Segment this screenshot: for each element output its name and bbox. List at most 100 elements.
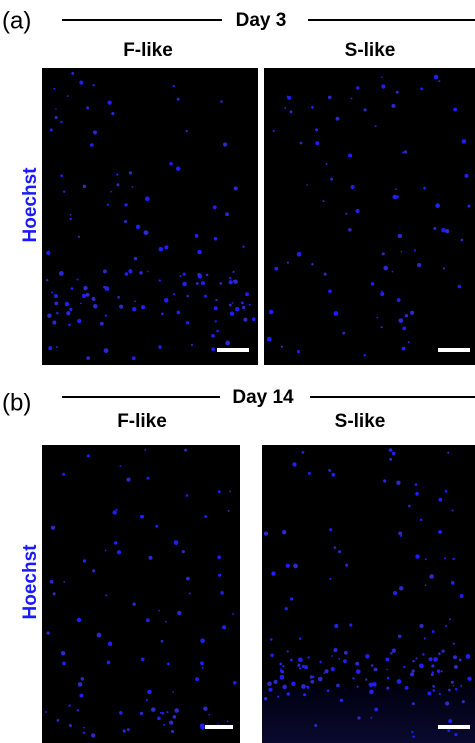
- nucleus: [420, 88, 423, 91]
- nucleus: [77, 709, 79, 711]
- nucleus: [177, 611, 181, 615]
- nucleus: [79, 694, 83, 698]
- nucleus: [119, 305, 123, 309]
- nucleus: [270, 638, 273, 641]
- nucleus: [412, 669, 415, 672]
- nucleus: [71, 287, 74, 290]
- nucleus: [50, 580, 54, 584]
- nucleus: [77, 319, 81, 323]
- nucleus: [220, 591, 224, 595]
- scale-bar: [438, 348, 470, 352]
- nucleus: [110, 191, 112, 193]
- nucleus: [159, 247, 164, 252]
- nucleus: [404, 150, 407, 153]
- nucleus: [385, 657, 389, 661]
- nucleus: [398, 234, 402, 238]
- nucleus: [186, 130, 188, 132]
- nucleus: [117, 550, 121, 554]
- nucleus: [375, 125, 377, 127]
- nucleus: [93, 130, 97, 134]
- nucleus: [169, 721, 173, 725]
- nucleus: [398, 635, 402, 639]
- nucleus: [51, 526, 55, 530]
- nucleus: [269, 310, 274, 315]
- nucleus: [293, 564, 298, 569]
- nucleus: [83, 559, 86, 562]
- nucleus: [83, 286, 88, 291]
- nucleus: [227, 720, 229, 722]
- nucleus: [412, 702, 415, 705]
- nucleus: [116, 509, 118, 511]
- nucleus: [318, 677, 323, 682]
- nucleus: [140, 515, 144, 519]
- nucleus: [460, 685, 462, 687]
- nucleus: [214, 237, 218, 241]
- nucleus: [86, 106, 89, 109]
- nucleus: [324, 273, 327, 276]
- nucleus: [387, 677, 390, 680]
- nucleus: [55, 108, 57, 110]
- nucleus: [369, 683, 373, 687]
- nucleus: [311, 106, 314, 109]
- nucleus: [325, 669, 329, 673]
- nucleus: [345, 564, 348, 567]
- nucleus: [448, 689, 451, 692]
- nucleus: [83, 727, 85, 729]
- nucleus: [390, 652, 392, 654]
- nucleus: [63, 190, 65, 192]
- nucleus: [449, 618, 451, 620]
- nucleus: [444, 557, 446, 559]
- nucleus: [280, 675, 285, 680]
- nucleus: [356, 686, 358, 688]
- nucleus: [132, 356, 136, 360]
- nucleus: [328, 96, 332, 100]
- nucleus: [371, 282, 375, 286]
- nucleus: [348, 153, 352, 157]
- nucleus: [54, 301, 58, 305]
- nucleus: [215, 299, 217, 301]
- nucleus: [108, 642, 112, 646]
- nucleus: [298, 657, 303, 662]
- nucleus: [230, 311, 234, 315]
- nucleus: [357, 716, 360, 719]
- nucleus: [292, 462, 296, 466]
- nucleus: [402, 151, 404, 153]
- nucleus: [136, 225, 140, 229]
- nucleus: [92, 569, 95, 572]
- nucleus: [383, 266, 388, 271]
- nucleus: [315, 141, 319, 145]
- nucleus: [323, 672, 325, 674]
- nucleus: [46, 279, 48, 281]
- panel-label: (b): [2, 389, 31, 416]
- nucleus: [299, 667, 301, 669]
- nucleus: [125, 272, 129, 276]
- nucleus: [105, 315, 107, 317]
- nucleus: [284, 107, 286, 109]
- nucleus: [315, 128, 318, 131]
- nucleus: [114, 541, 117, 544]
- nucleus: [195, 677, 199, 681]
- nucleus: [76, 279, 78, 281]
- nucleus: [191, 344, 193, 346]
- nucleus: [382, 252, 385, 255]
- nucleus: [148, 556, 152, 560]
- nucleus: [100, 322, 104, 326]
- nucleus: [83, 185, 86, 188]
- nucleus: [420, 519, 422, 521]
- micrograph: [262, 445, 475, 743]
- nucleus: [173, 293, 175, 295]
- nucleus: [175, 708, 179, 712]
- nucleus: [419, 663, 424, 668]
- nucleus: [164, 298, 169, 303]
- nucleus: [340, 699, 343, 702]
- nucleus: [233, 280, 237, 284]
- nucleus: [59, 271, 64, 276]
- figure: (a) Day 3 F-like S-like Hoechst (b) Day …: [0, 0, 475, 743]
- nucleus: [53, 88, 55, 90]
- nucleus: [396, 91, 399, 94]
- nucleus: [430, 658, 433, 661]
- nucleus: [211, 347, 215, 351]
- nucleus: [374, 708, 378, 712]
- nucleus: [132, 186, 134, 188]
- nucleus: [145, 196, 150, 201]
